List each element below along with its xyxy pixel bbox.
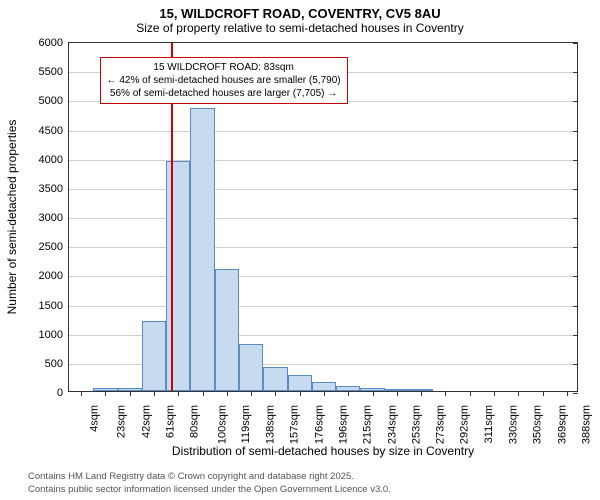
grid-line (69, 276, 577, 277)
x-tick-label: 273sqm (435, 405, 447, 444)
y-tick-mark (573, 218, 578, 219)
footer-credits: Contains HM Land Registry data © Crown c… (0, 471, 391, 496)
x-tick-mark (105, 391, 106, 396)
y-tick-mark (573, 276, 578, 277)
annotation-line: ← 42% of semi-detached houses are smalle… (107, 74, 341, 87)
histogram-bar (190, 108, 214, 391)
x-tick-label: 369sqm (556, 405, 568, 444)
y-tick-mark (573, 72, 578, 73)
grid-line (69, 189, 577, 190)
footer-line: Contains public sector information licen… (28, 484, 391, 496)
x-tick-mark (348, 391, 349, 396)
y-tick-label: 4000 (39, 154, 69, 166)
y-tick-mark (573, 306, 578, 307)
histogram-bar (239, 344, 263, 391)
x-tick-label: 388sqm (580, 405, 592, 444)
y-tick-label: 1000 (39, 329, 69, 341)
x-tick-mark (227, 391, 228, 396)
chart-title: 15, WILDCROFT ROAD, COVENTRY, CV5 8AU (0, 6, 600, 21)
x-tick-mark (543, 391, 544, 396)
x-tick-mark (324, 391, 325, 396)
y-tick-label: 0 (57, 387, 69, 399)
y-tick-label: 1500 (39, 300, 69, 312)
x-tick-mark (154, 391, 155, 396)
x-tick-label: 61sqm (165, 405, 177, 438)
x-tick-label: 80sqm (189, 405, 201, 438)
y-tick-mark (573, 131, 578, 132)
x-tick-label: 138sqm (265, 405, 277, 444)
x-tick-mark (494, 391, 495, 396)
y-tick-mark (573, 43, 578, 44)
x-tick-label: 215sqm (362, 405, 374, 444)
x-tick-mark (300, 391, 301, 396)
x-tick-label: 23sqm (116, 405, 128, 438)
annotation-line: 56% of semi-detached houses are larger (… (107, 87, 341, 100)
y-tick-mark (573, 335, 578, 336)
x-tick-label: 42sqm (140, 405, 152, 438)
y-axis-label: Number of semi-detached properties (5, 120, 19, 315)
y-tick-label: 4500 (39, 125, 69, 137)
x-tick-label: 157sqm (289, 405, 301, 444)
x-tick-mark (421, 391, 422, 396)
annotation-line: 15 WILDCROFT ROAD: 83sqm (107, 61, 341, 74)
y-tick-mark (573, 101, 578, 102)
plot-area: 0500100015002000250030003500400045005000… (68, 42, 578, 392)
grid-line (69, 247, 577, 248)
chart-subtitle: Size of property relative to semi-detach… (0, 21, 600, 35)
x-axis-label: Distribution of semi-detached houses by … (68, 444, 578, 458)
x-tick-label: 311sqm (483, 405, 495, 443)
y-tick-mark (573, 247, 578, 248)
y-tick-mark (573, 160, 578, 161)
y-tick-label: 2000 (39, 270, 69, 282)
grid-line (69, 218, 577, 219)
y-tick-label: 6000 (39, 37, 69, 49)
y-tick-label: 500 (45, 358, 69, 370)
y-tick-mark (573, 189, 578, 190)
x-tick-label: 350sqm (532, 405, 544, 444)
y-tick-label: 5500 (39, 66, 69, 78)
x-tick-mark (178, 391, 179, 396)
chart-container: 15, WILDCROFT ROAD, COVENTRY, CV5 8AU Si… (0, 0, 600, 500)
grid-line (69, 131, 577, 132)
y-tick-mark (573, 393, 578, 394)
x-tick-label: 330sqm (508, 405, 520, 444)
x-tick-mark (373, 391, 374, 396)
y-tick-label: 3000 (39, 212, 69, 224)
x-tick-mark (470, 391, 471, 396)
x-tick-mark (251, 391, 252, 396)
footer-line: Contains HM Land Registry data © Crown c… (28, 471, 391, 483)
histogram-bar (263, 367, 287, 392)
histogram-bar (142, 321, 166, 391)
x-tick-label: 234sqm (386, 405, 398, 444)
histogram-bar (166, 161, 190, 391)
x-tick-mark (397, 391, 398, 396)
x-tick-mark (518, 391, 519, 396)
x-tick-label: 253sqm (410, 405, 422, 444)
x-tick-label: 196sqm (338, 405, 350, 444)
histogram-bar (215, 269, 239, 392)
x-tick-mark (445, 391, 446, 396)
x-tick-label: 4sqm (89, 405, 101, 432)
x-tick-label: 119sqm (240, 405, 252, 443)
x-tick-mark (567, 391, 568, 396)
annotation-box: 15 WILDCROFT ROAD: 83sqm← 42% of semi-de… (100, 57, 348, 104)
histogram-bar (288, 375, 312, 391)
x-tick-mark (203, 391, 204, 396)
y-tick-label: 5000 (39, 95, 69, 107)
x-tick-label: 176sqm (313, 405, 325, 444)
y-tick-mark (573, 364, 578, 365)
histogram-bar (312, 382, 336, 391)
title-block: 15, WILDCROFT ROAD, COVENTRY, CV5 8AU Si… (0, 0, 600, 35)
x-tick-label: 292sqm (459, 405, 471, 444)
x-tick-mark (275, 391, 276, 396)
grid-line (69, 306, 577, 307)
x-tick-label: 100sqm (216, 405, 228, 444)
y-tick-label: 2500 (39, 241, 69, 253)
x-tick-mark (81, 391, 82, 396)
grid-line (69, 160, 577, 161)
x-tick-mark (130, 391, 131, 396)
y-tick-label: 3500 (39, 183, 69, 195)
